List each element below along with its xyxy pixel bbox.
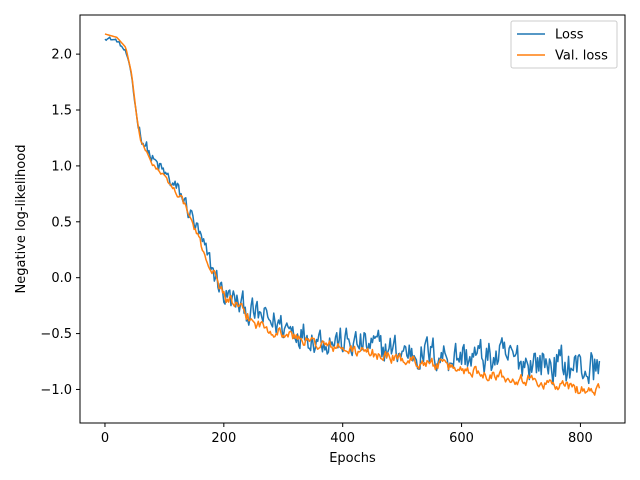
x-tick-label: 600 <box>449 431 474 446</box>
plot-area <box>80 15 625 423</box>
y-tick-label: 0.5 <box>51 215 72 230</box>
x-tick-label: 0 <box>101 431 109 446</box>
legend-label: Loss <box>555 28 584 43</box>
y-axis-title: Negative log-likelihood <box>14 145 29 294</box>
axes-frame <box>79 14 626 424</box>
y-tick-label: −1.0 <box>40 383 72 398</box>
x-tick-label: 400 <box>330 431 355 446</box>
y-tick-label: 0.0 <box>51 271 72 286</box>
y-tick-label: 2.0 <box>51 48 72 63</box>
legend-label: Val. loss <box>555 49 608 64</box>
y-tick-label: −0.5 <box>40 327 72 342</box>
series-layer <box>104 33 601 396</box>
x-axis-title: Epochs <box>329 451 376 466</box>
y-tick-label: 1.5 <box>51 104 72 119</box>
axes-layer: 0 200 400 600 800 −1.0 −0.5 0.0 0.5 1.0 1.5 2.0 <box>40 14 626 446</box>
x-tick-label: 200 <box>211 431 236 446</box>
x-tick-label: 800 <box>568 431 593 446</box>
legend: Loss Val. loss <box>510 20 618 69</box>
series-line-2 <box>104 33 601 396</box>
legend-box <box>510 20 618 69</box>
y-tick-label: 1.0 <box>51 159 72 174</box>
